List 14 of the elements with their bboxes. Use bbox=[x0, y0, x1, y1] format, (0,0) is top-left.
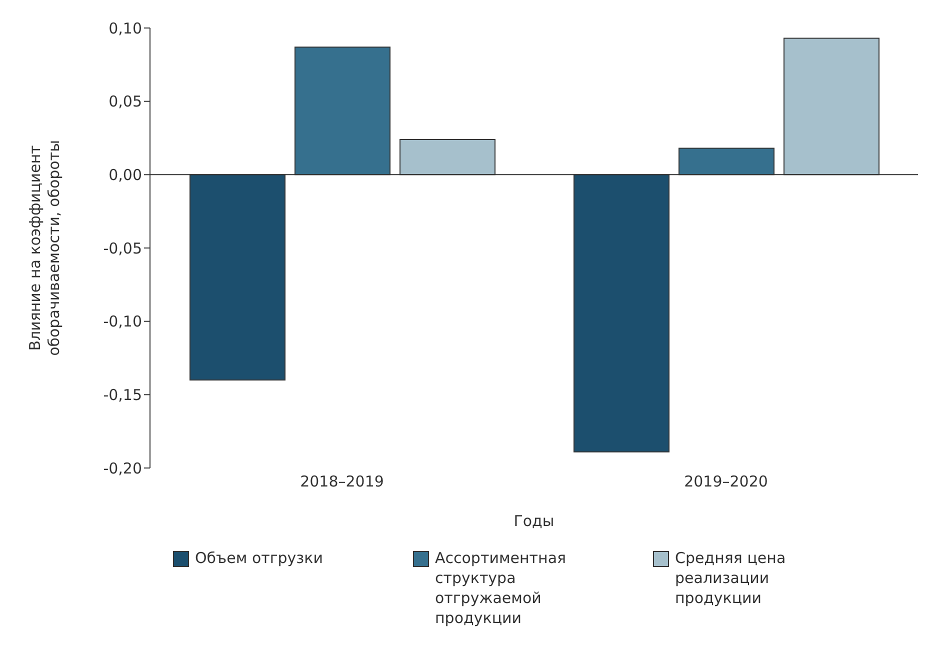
y-tick-label: -0,20 bbox=[103, 459, 142, 478]
legend-label: Ассортиментная структура отгружаемой продукции bbox=[435, 548, 568, 628]
y-tick-label: 0,10 bbox=[108, 19, 142, 38]
x-axis-title: Годы bbox=[514, 512, 554, 530]
x-tick-label: 2019–2020 bbox=[684, 472, 768, 491]
y-tick-label: -0,10 bbox=[103, 312, 142, 331]
x-tick-label: 2018–2019 bbox=[300, 472, 384, 491]
y-tick-label: -0,05 bbox=[103, 239, 142, 258]
legend-label: Средняя цена реализации продукции bbox=[675, 548, 787, 608]
legend-label: Объем отгрузки bbox=[195, 548, 324, 568]
y-tick-label: -0,15 bbox=[103, 386, 142, 404]
y-tick-label: 0,00 bbox=[108, 166, 142, 184]
y-axis-title: Влияние на коэффициент оборачиваемости, обороты bbox=[26, 140, 63, 356]
y-tick-label: 0,05 bbox=[108, 92, 142, 111]
